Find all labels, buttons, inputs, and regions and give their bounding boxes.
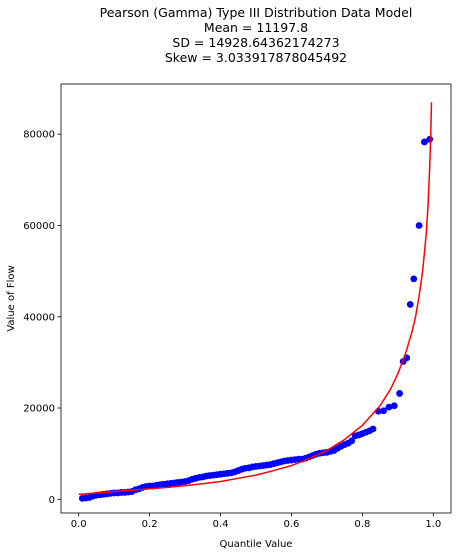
- plot-frame: [61, 84, 451, 513]
- data-point-92: [416, 222, 423, 229]
- x-axis-label: Quantile Value: [220, 539, 293, 550]
- y-axis: 0 20000 40000 60000 80000: [23, 130, 61, 506]
- title-line-2: SD = 14928.64362174273: [172, 35, 339, 50]
- x-tick-label: 0.4: [213, 519, 229, 530]
- x-tick-label: 1.0: [425, 519, 441, 530]
- x-axis: 0.0 0.2 0.4 0.6 0.8 1.0: [71, 513, 441, 530]
- data-point-90: [407, 301, 414, 308]
- y-axis-label: Value of Flow: [6, 265, 17, 331]
- y-tick-label: 40000: [23, 312, 55, 323]
- x-tick-label: 0.8: [354, 519, 370, 530]
- title-line-0: Pearson (Gamma) Type III Distribution Da…: [100, 5, 413, 20]
- x-tick-label: 0.0: [71, 519, 87, 530]
- data-point-94: [426, 136, 433, 143]
- data-point-86: [391, 402, 398, 409]
- fitted-curve: [79, 102, 432, 494]
- title-line-1: Mean = 11197.8: [204, 20, 308, 35]
- y-tick-label: 60000: [23, 221, 55, 232]
- y-tick-label: 20000: [23, 404, 55, 415]
- title-line-3: Skew = 3.033917878045492: [165, 50, 347, 65]
- y-tick-label: 80000: [23, 130, 55, 141]
- plot-area: [61, 84, 451, 513]
- data-point-91: [410, 275, 417, 282]
- data-point-87: [396, 390, 403, 397]
- data-point-82: [370, 426, 377, 433]
- y-tick-label: 0: [49, 495, 55, 506]
- x-tick-label: 0.6: [284, 519, 300, 530]
- chart-title: Pearson (Gamma) Type III Distribution Da…: [100, 5, 413, 65]
- x-tick-label: 0.2: [142, 519, 158, 530]
